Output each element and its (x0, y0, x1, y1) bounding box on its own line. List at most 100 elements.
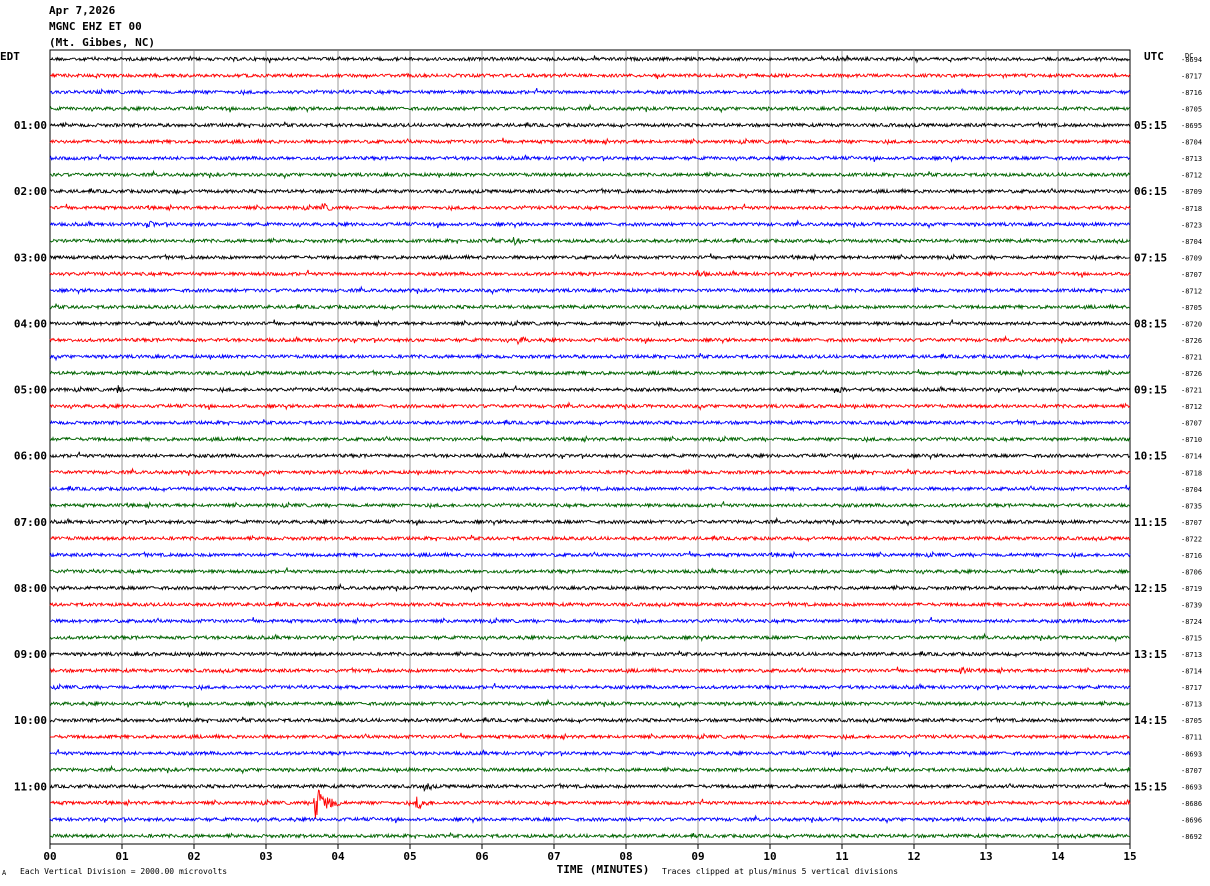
dc-offset-label: -8723 (1181, 221, 1202, 229)
seismic-trace (49, 749, 1131, 758)
seismic-trace (49, 782, 1131, 792)
dc-offset-label: -8716 (1181, 552, 1202, 560)
seismic-trace (49, 121, 1131, 130)
seismic-trace (49, 582, 1131, 593)
dc-offset-label: -8717 (1181, 73, 1202, 81)
seismic-trace (49, 666, 1131, 675)
x-tick-label: 13 (979, 850, 992, 863)
dc-offset-label: -8714 (1181, 453, 1202, 461)
seismic-trace (49, 237, 1131, 247)
clip-note: Traces clipped at plus/minus 5 vertical … (662, 867, 899, 876)
dc-offset-label: -8706 (1181, 568, 1202, 576)
seismic-trace (49, 87, 1131, 96)
seismic-trace (49, 567, 1131, 576)
seismic-trace (49, 467, 1131, 478)
dc-offset-label: -8722 (1181, 535, 1202, 543)
seismic-trace (49, 832, 1131, 840)
x-tick-label: 12 (907, 850, 920, 863)
seismic-trace (49, 303, 1131, 311)
dc-offset-label: -8705 (1181, 717, 1202, 725)
dc-offset-label: -8694 (1181, 56, 1202, 64)
dc-offset-label: -8712 (1181, 287, 1202, 295)
dc-offset-label: -8695 (1181, 122, 1202, 130)
dc-offset-label: -8704 (1181, 486, 1202, 494)
seismic-trace (49, 154, 1131, 163)
seismic-trace (49, 451, 1131, 461)
left-hour-label: 06:00 (14, 450, 47, 463)
dc-offset-label: -8724 (1181, 618, 1202, 626)
seismic-trace (49, 334, 1131, 346)
seismic-trace (49, 600, 1131, 609)
dc-offset-label: -8713 (1181, 651, 1202, 659)
seismic-trace (49, 435, 1131, 444)
seismic-trace (49, 683, 1131, 692)
seismic-trace (49, 103, 1131, 114)
seismic-trace (49, 385, 1131, 394)
seismic-trace (49, 187, 1131, 196)
x-tick-label: 08 (619, 850, 632, 863)
seismic-trace (49, 616, 1131, 625)
dc-offset-label: -8712 (1181, 172, 1202, 180)
seismic-trace (49, 269, 1131, 278)
dc-offset-label: -8696 (1181, 816, 1202, 824)
dc-offset-label: -8709 (1181, 254, 1202, 262)
dc-offset-label: -8713 (1181, 701, 1202, 709)
dc-offset-label: -8719 (1181, 585, 1202, 593)
left-timezone-label: EDT (0, 50, 20, 63)
dc-offset-label: -8707 (1181, 767, 1202, 775)
x-tick-label: 03 (259, 850, 272, 863)
dc-offset-label: -8707 (1181, 519, 1202, 527)
right-hour-label: 12:15 (1134, 582, 1167, 595)
plot-frame (49, 49, 1131, 845)
left-hour-label: 03:00 (14, 251, 47, 264)
seismic-trace (49, 285, 1131, 296)
dc-offset-label: -8707 (1181, 420, 1202, 428)
dc-offset-label: -8713 (1181, 155, 1202, 163)
dc-offset-label: -8718 (1181, 205, 1202, 213)
dc-offset-label: -8710 (1181, 436, 1202, 444)
left-hour-label: 02:00 (14, 185, 47, 198)
right-hour-label: 08:15 (1134, 317, 1167, 330)
dc-offset-label: -8705 (1181, 106, 1202, 114)
left-hour-label: 05:00 (14, 384, 47, 397)
x-tick-label: 05 (403, 850, 416, 863)
dc-offset-label: -8693 (1181, 783, 1202, 791)
seismic-trace (49, 698, 1131, 709)
dc-offset-label: -8739 (1181, 601, 1202, 609)
left-hour-label: 07:00 (14, 516, 47, 529)
dc-offset-label: -8718 (1181, 469, 1202, 477)
dc-offset-label: -8714 (1181, 668, 1202, 676)
seismic-trace (49, 650, 1131, 659)
x-tick-label: 10 (763, 850, 776, 863)
right-hour-label: 10:15 (1134, 450, 1167, 463)
dc-offset-label: -8712 (1181, 403, 1202, 411)
x-tick-label: 00 (43, 850, 56, 863)
dc-offset-label: -8726 (1181, 370, 1202, 378)
dc-offset-label: -8709 (1181, 188, 1202, 196)
left-hour-label: 11:00 (14, 780, 47, 793)
seismic-trace (49, 732, 1131, 741)
dc-offset-label: -8711 (1181, 734, 1202, 742)
x-tick-label: 11 (835, 850, 849, 863)
x-axis-title: TIME (MINUTES) (557, 863, 650, 876)
seismic-trace (49, 137, 1131, 146)
left-hour-label: 01:00 (14, 119, 47, 132)
trace-group (49, 54, 1131, 840)
right-hour-label: 07:15 (1134, 251, 1167, 264)
x-tick-label: 06 (475, 850, 489, 863)
x-tick-label: 02 (187, 850, 200, 863)
dc-offset-label: -8726 (1181, 337, 1202, 345)
dc-offset-label: -8686 (1181, 800, 1202, 808)
seismic-trace (49, 352, 1131, 362)
seismic-trace (49, 534, 1131, 543)
seismic-trace (49, 501, 1131, 510)
seismic-trace (49, 169, 1131, 180)
left-hour-label: 08:00 (14, 582, 47, 595)
seismic-trace (49, 632, 1131, 643)
x-tick-label: 07 (547, 850, 560, 863)
dc-offset-label: -8693 (1181, 750, 1202, 758)
seismic-trace (49, 368, 1131, 377)
right-hour-label: 05:15 (1134, 119, 1167, 132)
right-hour-label: 15:15 (1134, 780, 1167, 793)
